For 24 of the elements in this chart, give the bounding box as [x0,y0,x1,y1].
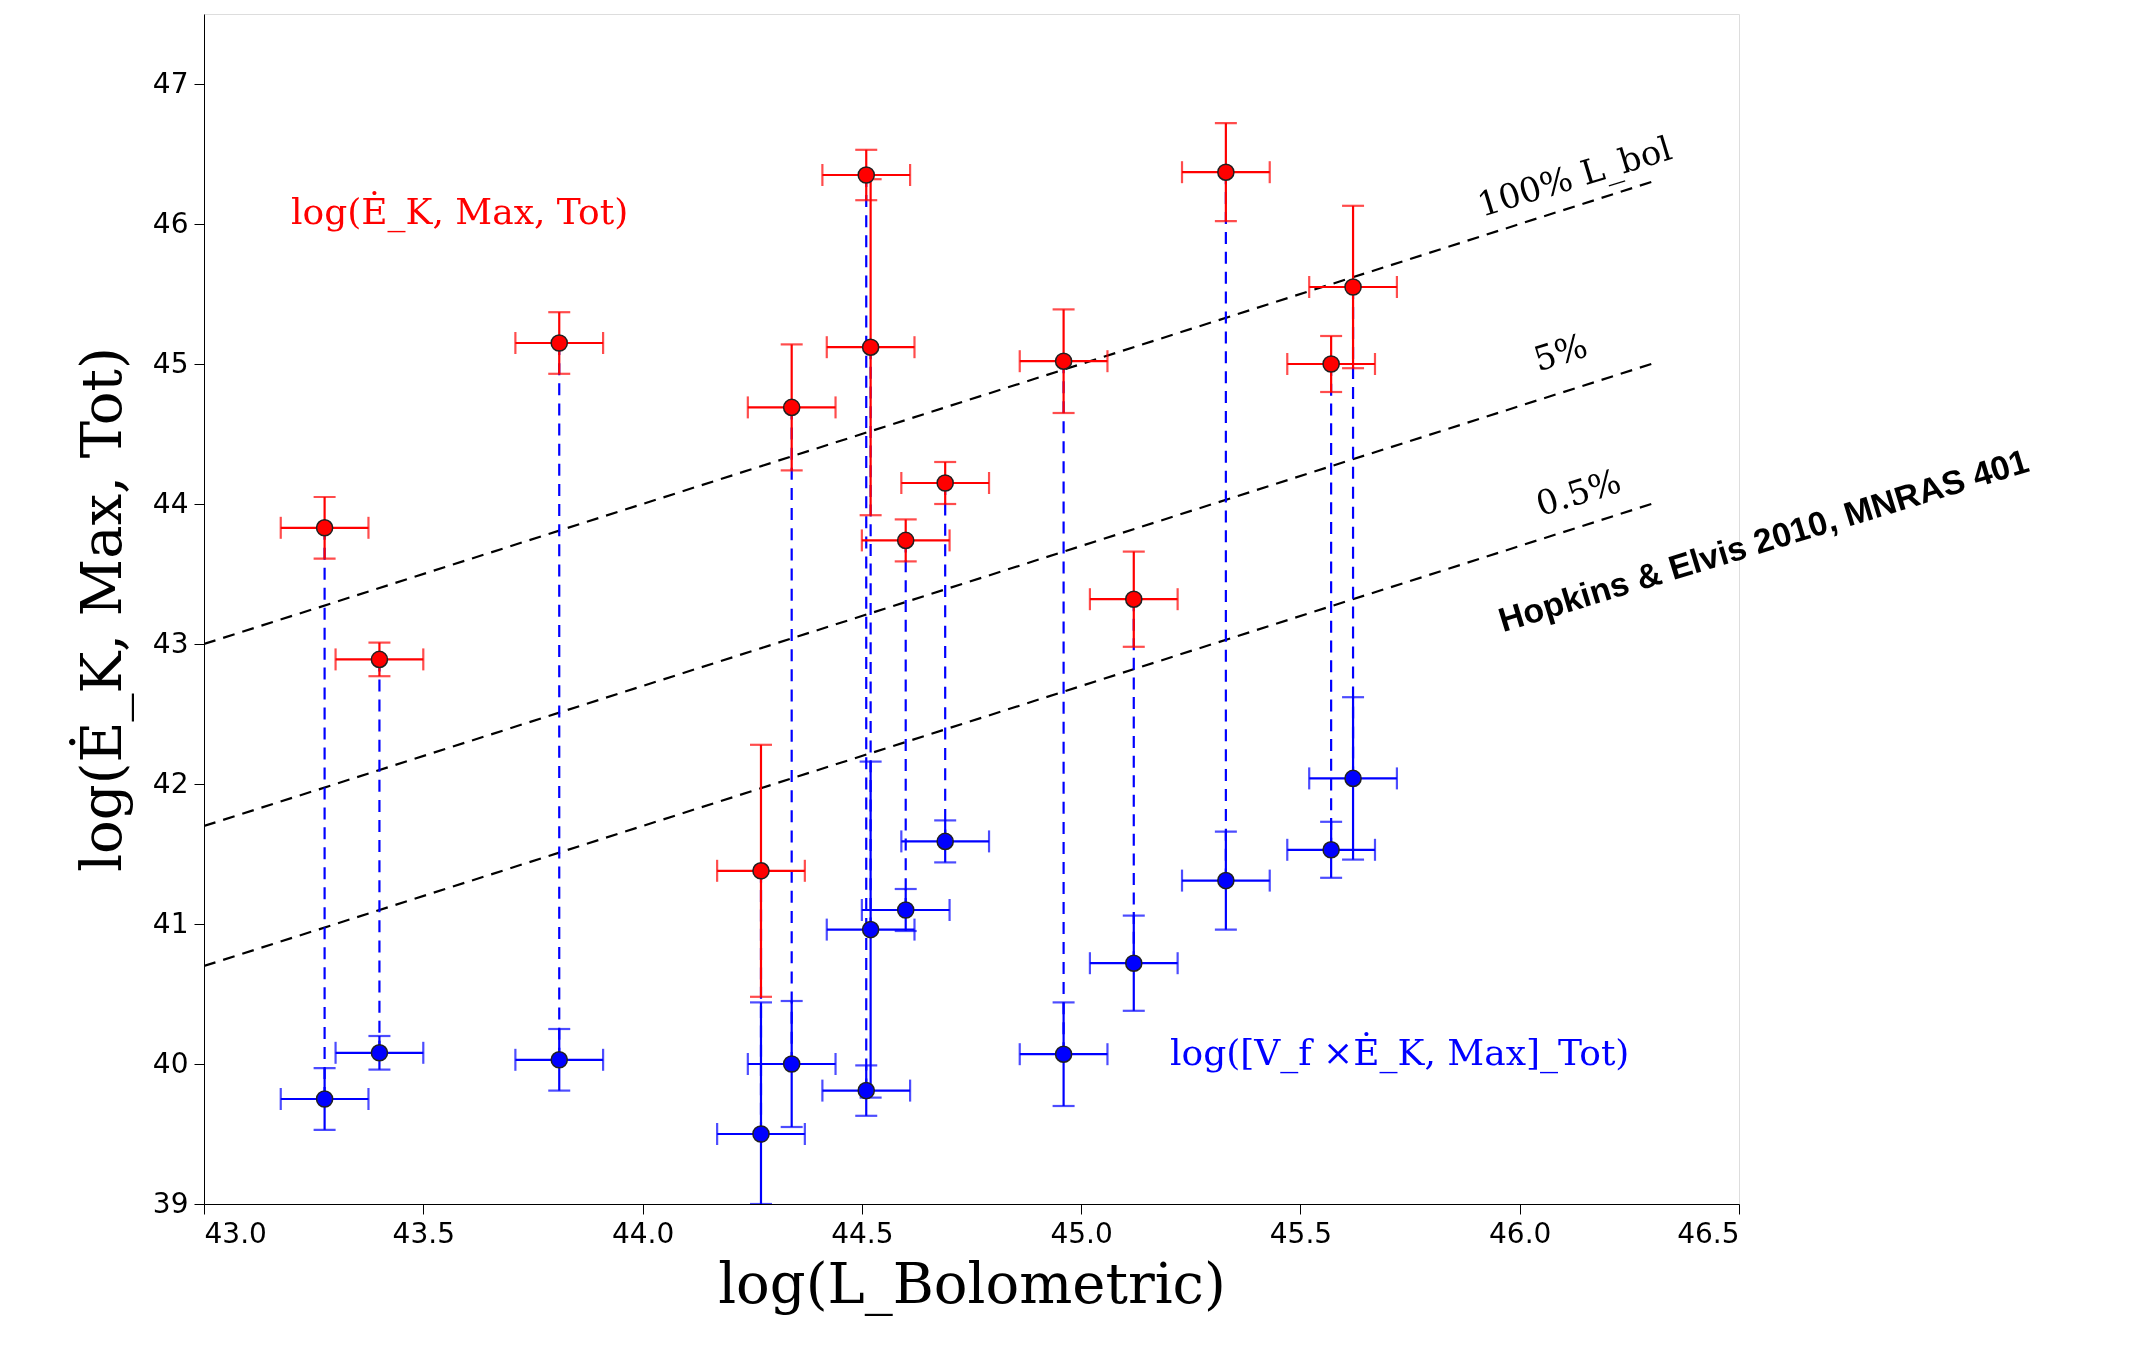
y-tick-label: 46 [152,206,189,240]
y-tick-label: 41 [152,906,189,940]
x-tick-label: 44.5 [831,1216,894,1250]
x-tick-label: 43.5 [392,1216,455,1250]
x-tick-label: 46.5 [1677,1216,1740,1250]
annotation: 100% L_bol [1472,127,1677,226]
x-tick-label: 45.5 [1269,1216,1333,1250]
y-tick-label: 45 [152,346,189,380]
x-tick-label: 46.0 [1489,1216,1552,1250]
y-tick-label: 39 [152,1186,189,1220]
x-axis-title: log(L_Bolometric) [718,1250,1226,1316]
x-tick-label: 44.0 [611,1216,675,1250]
annotation: 0.5% [1531,460,1626,524]
text: log(Ė_K, Max, Tot) [291,191,629,233]
annotation: 5% [1528,325,1593,380]
y-tick-label: 42 [152,766,189,800]
y-tick-label: 44 [152,486,189,520]
y-tick-label: 43 [152,626,189,660]
y-tick-label: 40 [152,1046,189,1080]
y-axis-title: log(Ė_K, Max, Tot) [68,347,134,872]
series-label: log([V_f ×Ė_K, Max]_Tot) [1170,1032,1630,1074]
x-tick-label: 45.0 [1050,1216,1113,1250]
x-tick-label: 43.0 [204,1216,267,1250]
y-tick-label: 47 [152,66,189,100]
